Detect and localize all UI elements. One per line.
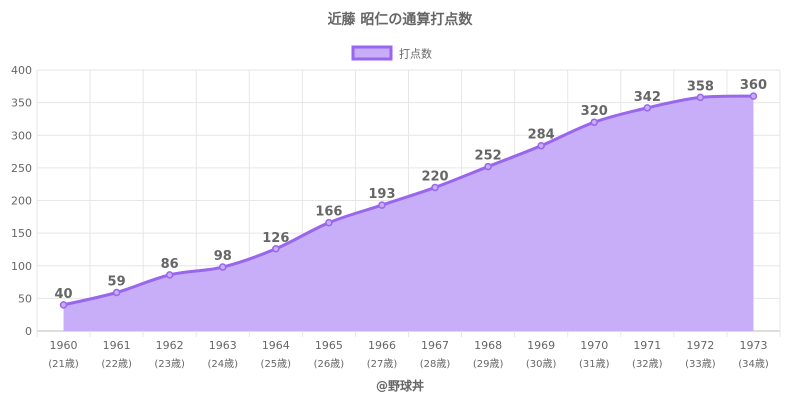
y-tick-label: 200: [11, 195, 32, 208]
x-tick-label: 1970: [580, 339, 608, 352]
data-label: 86: [161, 257, 179, 272]
x-tick-label: 1963: [209, 339, 237, 352]
data-label: 59: [108, 275, 126, 290]
data-point[interactable]: [643, 104, 652, 112]
data-point[interactable]: [272, 245, 280, 253]
x-tick-label: 1972: [686, 339, 714, 352]
y-tick-label: 250: [11, 162, 32, 175]
data-point[interactable]: [590, 118, 598, 126]
x-tick-sublabel: (26歳): [314, 358, 345, 370]
data-point[interactable]: [537, 141, 545, 150]
data-point[interactable]: [378, 201, 386, 209]
y-tick-label: 400: [11, 64, 32, 77]
chart-title: 近藤 昭仁の通算打点数: [328, 11, 474, 28]
data-label: 252: [475, 149, 502, 164]
y-tick-label: 300: [11, 129, 32, 142]
data-point[interactable]: [165, 271, 174, 279]
x-tick-sublabel: (28歳): [420, 358, 451, 370]
x-tick-sublabel: (33歳): [685, 358, 716, 370]
x-tick-sublabel: (21歳): [48, 358, 79, 370]
y-tick-label: 100: [11, 260, 32, 273]
data-point[interactable]: [749, 92, 758, 100]
x-tick-sublabel: (24歳): [207, 358, 238, 370]
x-tick-sublabel: (30歳): [526, 358, 557, 370]
y-tick-label: 0: [25, 325, 32, 338]
x-tick-label: 1965: [315, 339, 343, 352]
y-tick-label: 150: [11, 227, 32, 240]
data-labels: 40 59 86 98 126 166 193 220 252 284 320 342 358 360: [54, 78, 767, 302]
y-axis-ticks: 0 50 100 150 200 250 300 350 400: [11, 64, 32, 338]
data-label: 320: [581, 104, 608, 119]
data-label: 166: [315, 205, 342, 220]
x-tick-label: 1962: [156, 339, 184, 352]
x-tick-label: 1967: [421, 339, 449, 352]
data-label: 342: [634, 90, 661, 105]
x-tick-sublabel: (29歳): [473, 358, 504, 370]
y-tick-label: 50: [18, 292, 32, 305]
data-label: 98: [214, 249, 232, 264]
series-area: [63, 96, 754, 331]
data-label: 358: [687, 79, 714, 94]
credit-text: @野球丼: [376, 378, 424, 393]
x-tick-label: 1960: [50, 339, 78, 352]
data-label: 360: [740, 78, 767, 93]
data-point[interactable]: [59, 301, 68, 309]
legend[interactable]: 打点数: [351, 45, 432, 61]
data-point[interactable]: [112, 288, 121, 297]
x-tick-label: 1964: [262, 339, 290, 352]
y-tick-label: 350: [11, 97, 32, 110]
legend-swatch: [351, 45, 393, 61]
x-tick-sublabel: (32歳): [632, 358, 663, 370]
x-tick-sublabel: (31歳): [579, 358, 610, 370]
x-tick-sublabel: (27歳): [367, 358, 398, 370]
legend-label: 打点数: [399, 47, 432, 61]
data-label: 220: [421, 169, 448, 184]
x-tick-sublabel: (34歳): [738, 358, 769, 370]
x-tick-label: 1973: [739, 339, 767, 352]
data-points: [59, 92, 758, 309]
data-point[interactable]: [484, 162, 492, 171]
x-axis-ticks: 1960 (21歳) 1961 (22歳) 1962 (23歳) 1963 (24歳) 1964…: [48, 339, 769, 370]
data-point[interactable]: [696, 93, 705, 102]
data-label: 284: [528, 128, 555, 143]
x-tick-sublabel: (25歳): [261, 358, 292, 370]
data-point[interactable]: [431, 183, 439, 192]
data-point[interactable]: [325, 218, 333, 227]
x-tick-label: 1968: [474, 339, 502, 352]
data-point[interactable]: [219, 263, 227, 271]
data-label: 40: [54, 287, 72, 302]
x-tick-label: 1966: [368, 339, 396, 352]
x-tick-label: 1971: [633, 339, 661, 352]
data-label: 126: [262, 231, 289, 246]
x-tick-sublabel: (23歳): [154, 358, 185, 370]
data-label: 193: [368, 187, 395, 202]
x-tick-sublabel: (22歳): [101, 358, 132, 370]
x-tick-label: 1969: [527, 339, 555, 352]
x-tick-label: 1961: [103, 339, 131, 352]
series-line: [63, 94, 754, 307]
